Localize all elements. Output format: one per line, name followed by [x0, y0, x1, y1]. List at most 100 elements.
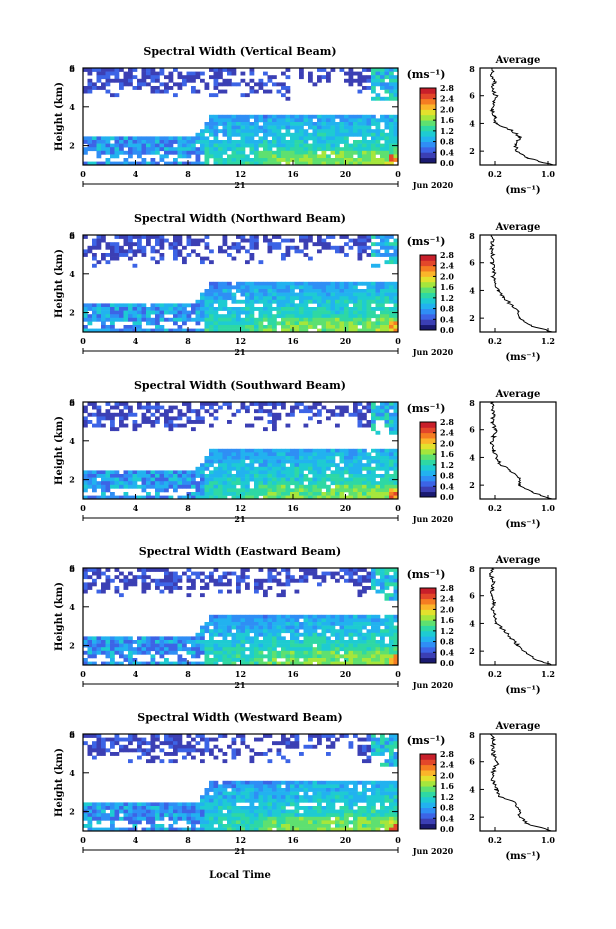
heatmap-cell	[182, 809, 187, 814]
heatmap-cell	[231, 147, 237, 152]
heatmap-cell	[249, 253, 255, 257]
heatmap-cell	[105, 474, 111, 478]
heatmap-cell	[173, 484, 178, 489]
average-x-tick-label: 0.2	[488, 503, 502, 513]
heatmap-cell	[218, 484, 223, 489]
heatmap-cell	[366, 466, 372, 471]
heatmap-cell	[155, 260, 160, 265]
heatmap-cell	[317, 292, 322, 297]
heatmap-cell	[96, 744, 102, 749]
heatmap-cell	[285, 412, 291, 417]
heatmap-cell	[245, 423, 250, 428]
heatmap-cell	[222, 780, 228, 785]
heatmap-cell	[272, 629, 277, 634]
average-frame	[479, 234, 557, 333]
heatmap-cell	[137, 650, 142, 655]
heatmap-cell	[389, 495, 394, 500]
heatmap-cell	[348, 622, 354, 626]
heatmap-cell	[335, 289, 340, 293]
heatmap-cell	[276, 448, 282, 453]
heatmap-cell	[200, 303, 205, 308]
heatmap-cell	[263, 788, 268, 792]
heatmap-cell	[384, 492, 390, 496]
heatmap-cell	[285, 791, 291, 796]
heatmap-cell	[177, 734, 183, 738]
heatmap-cell	[353, 578, 358, 583]
heatmap-cell	[312, 281, 318, 286]
heatmap-cell	[164, 737, 169, 742]
heatmap-cell	[164, 658, 169, 662]
heatmap-cell	[375, 235, 381, 239]
heatmap-cell	[290, 303, 295, 308]
heatmap-cell	[321, 307, 327, 311]
heatmap-cell	[123, 235, 129, 239]
heatmap-cell	[321, 325, 327, 329]
heatmap-cell	[227, 477, 232, 482]
heatmap-cell	[213, 806, 219, 810]
colorbar-tick-label: 1.6	[440, 282, 454, 292]
heatmap-cell	[375, 430, 381, 435]
heatmap-cell	[308, 154, 313, 159]
heatmap-cell	[182, 643, 187, 648]
y-tick-label: 6	[69, 63, 75, 73]
heatmap-cell	[353, 328, 358, 333]
heatmap-cell	[191, 661, 196, 666]
heatmap-cell	[393, 647, 399, 652]
heatmap-cell	[200, 463, 205, 468]
heatmap-cell	[335, 147, 340, 152]
colorbar-segment	[420, 319, 436, 326]
heatmap-cell	[182, 423, 187, 428]
heatmap-cell	[294, 140, 300, 144]
heatmap-cell	[380, 632, 385, 637]
heatmap-cell	[344, 571, 349, 576]
heatmap-cell	[245, 452, 250, 457]
heatmap-cell	[335, 578, 340, 583]
heatmap-cell	[312, 132, 318, 137]
heatmap-cell	[321, 650, 327, 655]
heatmap-cell	[191, 816, 196, 821]
heatmap-cell	[87, 734, 93, 738]
heatmap-cell	[182, 658, 187, 662]
heatmap-cell	[335, 321, 340, 326]
heatmap-cell	[240, 292, 246, 297]
heatmap-cell	[362, 310, 367, 315]
heatmap-cell	[119, 643, 124, 648]
heatmap-cell	[317, 614, 322, 619]
heatmap-cell	[222, 466, 228, 471]
heatmap-cell	[303, 456, 309, 460]
heatmap-cell	[267, 150, 273, 155]
heatmap-cell	[393, 317, 399, 322]
heatmap-cell	[173, 405, 178, 410]
heatmap-cell	[168, 75, 174, 80]
heatmap-cell	[258, 161, 264, 166]
heatmap-cell	[384, 658, 390, 662]
heatmap-cell	[150, 477, 156, 482]
heatmap-cell	[357, 292, 363, 297]
heatmap-cell	[339, 321, 345, 326]
heatmap-cell	[213, 816, 219, 821]
heatmap-cell	[393, 593, 399, 598]
heatmap-cell	[186, 809, 192, 814]
heatmap-cell	[87, 321, 93, 326]
heatmap-cell	[141, 328, 147, 333]
heatmap-cell	[110, 661, 115, 666]
colorbar-tick-label: 2.8	[440, 250, 454, 260]
heatmap-cell	[267, 780, 273, 785]
heatmap-cell	[344, 154, 349, 159]
heatmap-cell	[344, 614, 349, 619]
heatmap-cell	[254, 158, 259, 162]
heatmap-cell	[191, 737, 196, 742]
heatmap-cell	[87, 806, 93, 810]
heatmap-cell	[281, 140, 286, 144]
heatmap-cell	[227, 140, 232, 144]
heatmap-cell	[227, 643, 232, 648]
heatmap-cell	[101, 813, 106, 818]
heatmap-cell	[389, 132, 394, 137]
heatmap-cell	[290, 795, 295, 800]
heatmap-cell	[281, 299, 286, 304]
heatmap-cell	[249, 86, 255, 90]
heatmap-cell	[173, 140, 178, 144]
heatmap-cell	[101, 321, 106, 326]
heatmap-cell	[276, 582, 282, 587]
heatmap-cell	[87, 86, 93, 90]
